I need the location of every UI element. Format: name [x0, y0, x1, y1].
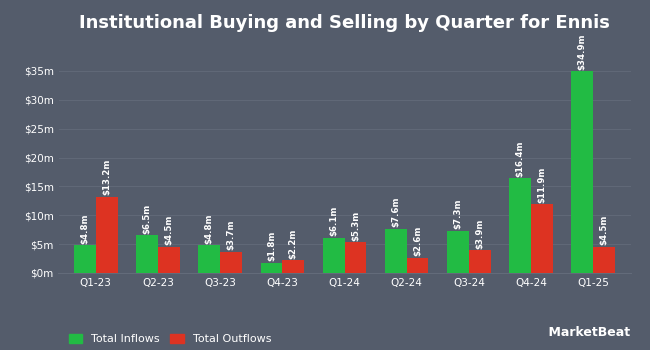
Bar — [96, 197, 118, 273]
Bar — [407, 258, 428, 273]
Text: $5.3m: $5.3m — [351, 210, 360, 241]
Bar — [220, 252, 242, 273]
Text: $1.8m: $1.8m — [267, 231, 276, 261]
Bar — [531, 204, 552, 273]
Title: Institutional Buying and Selling by Quarter for Ennis: Institutional Buying and Selling by Quar… — [79, 14, 610, 32]
Bar — [447, 231, 469, 273]
Legend: Total Inflows, Total Outflows: Total Inflows, Total Outflows — [64, 329, 276, 349]
Bar — [158, 247, 180, 273]
Bar — [74, 245, 96, 273]
Bar — [282, 260, 304, 273]
Text: $7.6m: $7.6m — [391, 197, 400, 228]
Bar — [198, 245, 220, 273]
Text: $2.6m: $2.6m — [413, 226, 422, 256]
Text: $3.9m: $3.9m — [475, 218, 484, 249]
Bar — [323, 238, 345, 273]
Text: $4.8m: $4.8m — [205, 213, 214, 244]
Text: $2.2m: $2.2m — [289, 228, 298, 259]
Bar — [593, 247, 615, 273]
Text: $4.5m: $4.5m — [164, 215, 174, 245]
Text: $7.3m: $7.3m — [454, 198, 462, 229]
Text: $13.2m: $13.2m — [102, 159, 111, 195]
Text: $3.7m: $3.7m — [227, 219, 235, 250]
Bar — [344, 243, 366, 273]
Bar — [509, 178, 531, 273]
Text: $16.4m: $16.4m — [515, 140, 525, 176]
Bar — [571, 71, 593, 273]
Bar — [261, 262, 282, 273]
Text: $11.9m: $11.9m — [538, 166, 547, 203]
Bar — [385, 229, 407, 273]
Text: MarketBeat: MarketBeat — [536, 327, 630, 340]
Bar — [136, 236, 158, 273]
Text: $6.5m: $6.5m — [142, 203, 151, 234]
Text: $4.8m: $4.8m — [81, 213, 90, 244]
Text: $34.9m: $34.9m — [578, 33, 587, 70]
Text: $4.5m: $4.5m — [599, 215, 608, 245]
Text: $6.1m: $6.1m — [329, 206, 338, 236]
Bar — [469, 251, 491, 273]
